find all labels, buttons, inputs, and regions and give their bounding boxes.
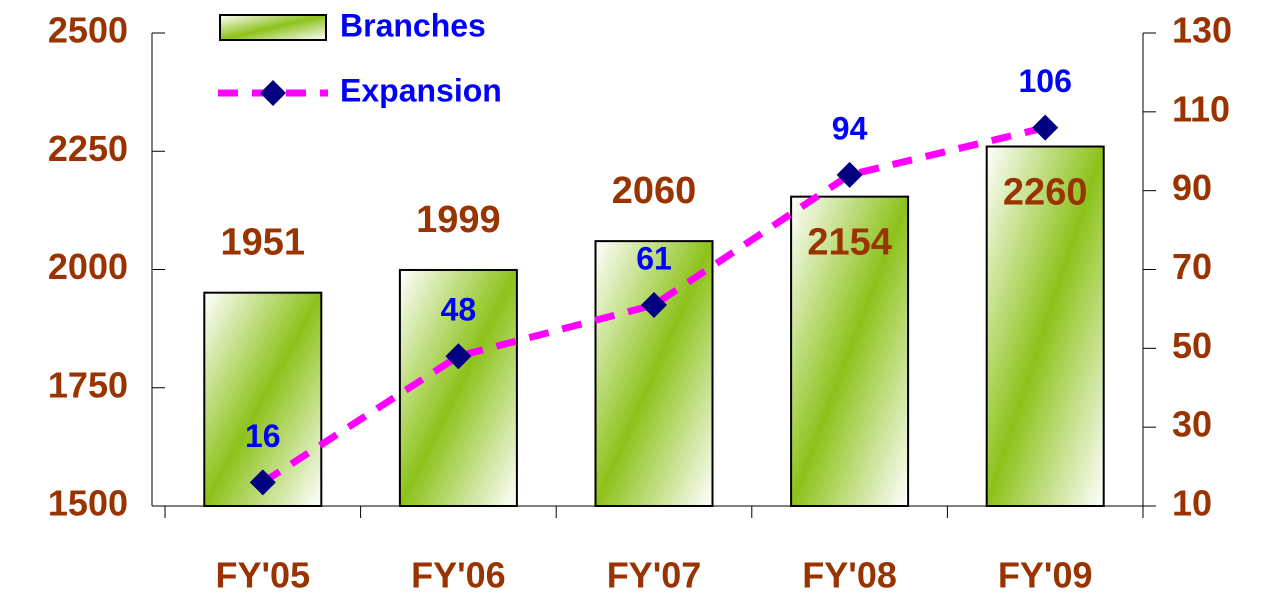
legend-label: Expansion <box>340 72 502 108</box>
legend-marker <box>260 80 286 106</box>
marker <box>641 291 667 318</box>
y-tick-label: 2500 <box>48 10 128 51</box>
x-tick-label: FY'06 <box>411 555 506 595</box>
marker <box>249 469 276 496</box>
x-tick-label: FY'09 <box>998 555 1093 595</box>
marker <box>836 161 863 188</box>
line-label: 48 <box>441 292 477 328</box>
y-tick-label: 2000 <box>48 246 128 287</box>
bar-label: 1951 <box>221 222 306 264</box>
y2-tick-label: 110 <box>1172 88 1230 129</box>
x-tick-label: FY'05 <box>215 555 310 595</box>
y2-tick-label: 50 <box>1172 325 1212 366</box>
y2-tick-label: 90 <box>1172 167 1212 208</box>
y2-tick-label: 70 <box>1172 246 1212 287</box>
bar <box>985 145 1105 508</box>
y2-tick-label: 30 <box>1172 404 1212 445</box>
line-label: 94 <box>832 110 868 146</box>
bar-label: 2260 <box>1003 172 1088 214</box>
y-tick-label: 1500 <box>48 483 128 524</box>
x-tick-label: FY'07 <box>607 555 702 595</box>
y2-tick-label: 130 <box>1172 10 1232 51</box>
legend-label: Branches <box>340 7 486 43</box>
legend-swatch <box>219 14 327 41</box>
y-tick-label: 1750 <box>48 364 128 405</box>
line-label: 16 <box>245 418 281 454</box>
marker <box>445 343 472 370</box>
bar-label: 1999 <box>416 199 501 241</box>
marker <box>1032 114 1059 141</box>
line-label: 61 <box>636 240 672 276</box>
x-tick-label: FY'08 <box>802 555 897 595</box>
bar-label: 2060 <box>612 170 697 212</box>
bar <box>790 195 910 508</box>
y-tick-label: 2250 <box>48 128 128 169</box>
bar-label: 2154 <box>807 222 892 264</box>
bar <box>594 240 714 507</box>
line-label: 106 <box>1019 63 1072 99</box>
y2-tick-label: 10 <box>1172 483 1212 524</box>
bar <box>398 268 518 507</box>
line <box>260 124 1047 486</box>
